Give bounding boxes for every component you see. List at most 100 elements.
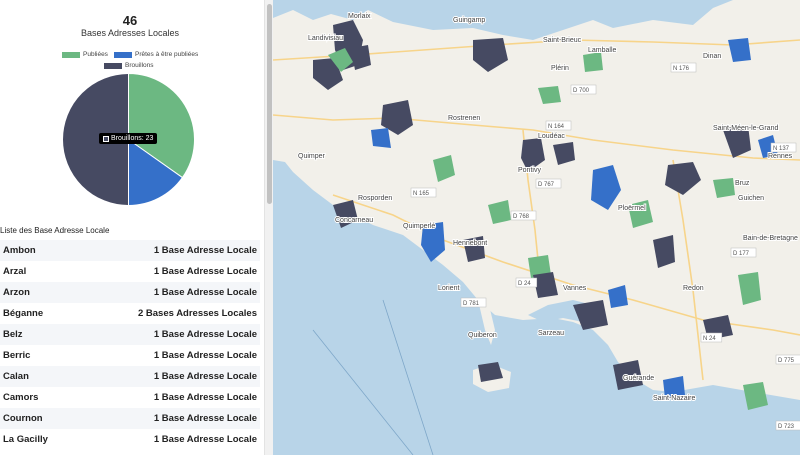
commune-polygon[interactable] [728,38,751,62]
chart-tooltip: Brouillons: 23 [99,133,158,144]
sidebar-scrollbar[interactable] [264,0,273,455]
commune-polygon[interactable] [433,155,455,182]
legend-label-pretes: Prêtes à être publiées [135,51,199,58]
commune-polygon[interactable] [421,222,445,262]
commune-polygon[interactable] [573,300,608,330]
commune-polygon[interactable] [528,255,551,278]
commune-polygon[interactable] [478,362,503,382]
map-view[interactable]: Morlaix Landivisiau Guingamp Saint-Brieuc La… [273,0,800,455]
pie-slice-0[interactable] [128,73,195,179]
road-shield [770,142,797,153]
pie-slice-1[interactable] [128,138,184,206]
bal-count-label: 2 Bases Adresses Locales [137,308,257,319]
north-bay [553,0,703,22]
bal-count: 46 [122,13,138,28]
road-label: N 164 [548,124,565,130]
commune-polygon[interactable] [613,360,643,390]
list-item[interactable]: Berric 1 Base Adresse Locale [0,345,260,366]
sidebar: 46 Bases Adresses Locales Publiées Prête… [0,0,264,455]
scrollbar-thumb[interactable] [267,4,272,204]
commune-name: Calan [3,371,29,382]
list-item[interactable]: Ambon 1 Base Adresse Locale [0,240,260,261]
commune-polygon[interactable] [351,45,371,70]
list-item[interactable]: Calan 1 Base Adresse Locale [0,366,260,387]
place-label: Sarzeau [538,330,564,337]
list-item[interactable]: Cournon 1 Base Adresse Locale [0,408,260,429]
commune-polygon[interactable] [333,200,358,228]
commune-polygon[interactable] [488,200,511,224]
commune-polygon[interactable] [381,100,413,135]
commune-polygon[interactable] [313,58,343,90]
legend-item-brouillons[interactable]: Brouillons [104,62,154,69]
commune-polygon[interactable] [628,200,653,228]
commune-polygon[interactable] [583,52,603,72]
list-item[interactable]: Belz 1 Base Adresse Locale [0,324,260,345]
sea-route [312,329,414,455]
legend-item-pretes[interactable]: Prêtes à être publiées [114,51,198,58]
list-item[interactable]: Arzal 1 Base Adresse Locale [0,261,260,282]
place-label: Saint-Méen-le-Grand [713,125,778,132]
road-shield [515,277,538,288]
legend-label-brouillons: Brouillons [125,62,154,69]
road-label: N 24 [703,336,716,342]
commune-polygon[interactable] [553,142,575,165]
place-label: Vannes [563,285,587,292]
road-shield [460,297,487,308]
road-label: D 700 [573,88,590,94]
commune-polygon[interactable] [653,235,675,268]
commune-polygon[interactable] [608,285,628,308]
status-pie-chart[interactable] [62,73,195,206]
commune-polygon[interactable] [538,86,561,104]
sea-route-2 [382,299,434,455]
commune-polygons[interactable] [313,20,778,410]
quiberon-peninsula [478,300,495,345]
place-label: Lamballe [588,47,617,54]
road-label: D 723 [778,424,795,430]
road-label: D 775 [778,358,795,364]
commune-name: Cournon [3,413,43,424]
commune-polygon[interactable] [463,236,485,262]
commune-polygon[interactable] [328,48,353,72]
place-label: Landivisiau [308,35,343,42]
commune-polygon[interactable] [665,162,701,195]
commune-polygon[interactable] [663,376,685,398]
map-canvas[interactable]: Morlaix Landivisiau Guingamp Saint-Brieuc La… [273,0,800,455]
place-label: Pontivy [518,167,541,174]
list-item[interactable]: Béganne 2 Bases Adresses Locales [0,303,260,324]
place-label: Bain-de-Bretagne [743,235,798,242]
place-label: Loudéac [538,133,565,140]
commune-polygon[interactable] [743,382,768,410]
commune-name: Berric [3,350,31,361]
bal-count-label: 1 Base Adresse Locale [153,329,257,340]
bal-count-label: 1 Base Adresse Locale [153,392,257,403]
bal-count-label: 1 Base Adresse Locale [153,266,257,277]
place-label: Plérin [551,65,569,72]
legend-item-publiees[interactable]: Publiées [62,51,108,58]
commune-name: Béganne [3,308,44,319]
list-item[interactable]: La Gacilly 1 Base Adresse Locale [0,429,260,450]
legend-label-publiees: Publiées [83,51,108,58]
tooltip-text: Brouillons: 23 [111,135,154,142]
place-label: Lorient [438,285,459,292]
bal-count-label: 1 Base Adresse Locale [153,350,257,361]
place-label: Hennebont [453,240,487,247]
commune-polygon[interactable] [723,125,751,158]
loire-estuary [673,385,800,410]
commune-polygon[interactable] [738,272,761,305]
commune-polygon[interactable] [371,128,391,148]
commune-polygon[interactable] [713,178,735,198]
commune-polygon[interactable] [473,38,508,72]
north-sea [273,0,403,12]
commune-name: Arzon [3,287,30,298]
chart-legend: Publiées Prêtes à être publiées Brouillo… [0,49,260,71]
commune-polygon[interactable] [533,272,558,298]
commune-polygon[interactable] [521,138,545,172]
pie-slice-2[interactable] [62,73,129,206]
bal-count-label: 1 Base Adresse Locale [153,413,257,424]
west-sea [273,160,800,455]
bal-count-label: 1 Base Adresse Locale [153,371,257,382]
list-item[interactable]: Camors 1 Base Adresse Locale [0,387,260,408]
list-item[interactable]: Arzon 1 Base Adresse Locale [0,282,260,303]
commune-polygon[interactable] [591,165,621,210]
commune-name: Arzal [3,266,27,277]
